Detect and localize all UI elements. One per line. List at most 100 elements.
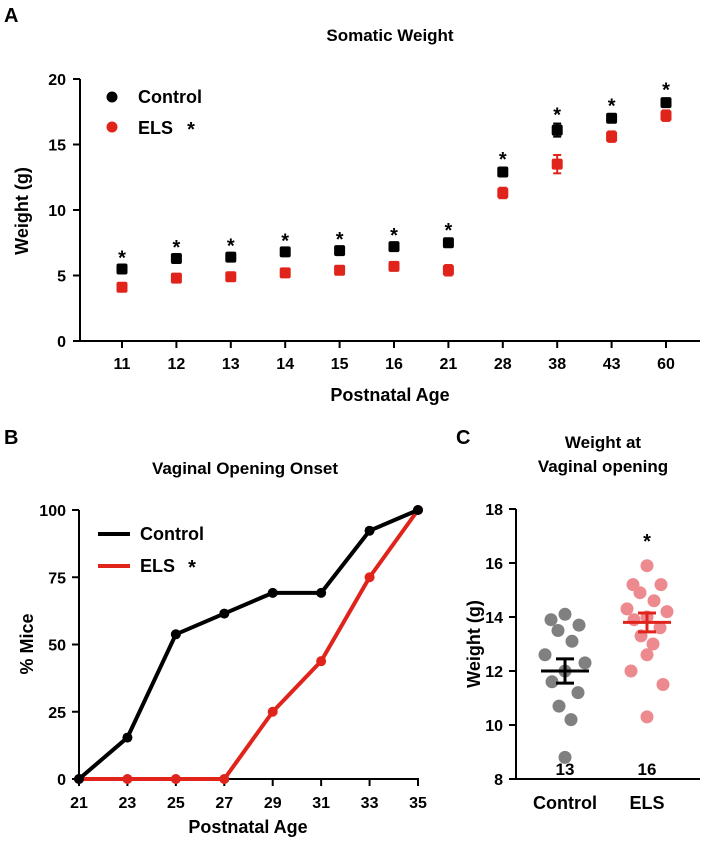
chart-c-els-n: 16 (638, 760, 657, 779)
chart-a-significance-star: * (118, 247, 126, 269)
chart-b-ylabel: % Mice (17, 613, 37, 674)
chart-a-control-point (116, 263, 128, 275)
chart-b-els-point (267, 706, 278, 717)
chart-a-significance-star: * (336, 229, 344, 251)
chart-c-title-line2: Vaginal opening (538, 457, 668, 476)
chart-a-xtick-label: 12 (168, 356, 186, 373)
panel-a: A Somatic Weight Weight (g) Postnatal Ag… (4, 5, 700, 405)
chart-a-control-point (660, 97, 672, 109)
chart-b-xtick-label: 27 (215, 795, 233, 812)
chart-a-els-point (279, 267, 291, 279)
chart-b-title: Vaginal Opening Onset (152, 459, 338, 478)
chart-a-ytick-label: 20 (48, 72, 66, 89)
chart-b-xtick-label: 33 (361, 795, 379, 812)
legend-a-control-marker (106, 91, 118, 103)
legend-b-control-label: Control (140, 524, 204, 544)
chart-a-xtick-label: 60 (657, 356, 675, 373)
panel-b: B Vaginal Opening Onset % Mice Postnatal… (4, 427, 427, 837)
chart-c-els-point (646, 637, 660, 651)
chart-a-control-point (170, 252, 182, 264)
chart-a-els-point (551, 158, 563, 170)
chart-b-els-point (364, 572, 375, 583)
panel-c: C Weight at Vaginal opening Weight (g) 8… (456, 427, 700, 813)
chart-a-control-point (497, 166, 509, 178)
chart-b-control-point (413, 505, 423, 515)
chart-b-ytick-label: 75 (48, 570, 66, 587)
chart-c-ylabel: Weight (g) (464, 600, 484, 688)
chart-c-control-point (551, 624, 565, 637)
chart-c-els-point (647, 594, 661, 608)
chart-b-els-point (122, 774, 133, 784)
chart-a-significance-star: * (281, 230, 289, 252)
legend-a-els-marker (106, 121, 118, 133)
chart-a-els-point (442, 264, 454, 276)
chart-a-significance-star: * (227, 236, 235, 258)
chart-b-control-point (316, 587, 327, 598)
chart-c-els-point (640, 559, 654, 573)
legend-a-els-star: * (187, 119, 195, 141)
chart-a-xtick-label: 11 (114, 356, 131, 373)
chart-b-control-point (219, 608, 230, 619)
chart-b-control-point (267, 587, 278, 598)
chart-a-significance-star: * (445, 220, 453, 242)
chart-a-xtick-label: 16 (385, 356, 403, 373)
chart-b-xtick-label: 31 (312, 795, 330, 812)
chart-c-ytick-label: 18 (485, 502, 503, 519)
chart-a-xtick-label: 43 (603, 356, 621, 373)
chart-c-control-point (564, 713, 578, 727)
chart-a-xtick-label: 13 (222, 356, 240, 373)
chart-b-control-point (170, 629, 181, 640)
chart-c-xtick-label: Control (533, 793, 597, 813)
chart-a-els-point (170, 272, 182, 284)
chart-c-els-point (653, 621, 667, 635)
chart-a-xtick-label: 38 (548, 356, 566, 373)
chart-a-els-point (388, 260, 400, 272)
chart-a-ylabel: Weight (g) (12, 167, 32, 255)
chart-a-control-point (225, 251, 237, 263)
chart-c-els-point (654, 578, 668, 592)
chart-a-control-point (334, 245, 346, 257)
chart-b-control-point (122, 732, 133, 743)
chart-c-ytick-label: 14 (485, 610, 503, 627)
legend-b-els-label: ELS (140, 556, 175, 576)
chart-a-control-point (442, 237, 454, 249)
chart-b-ytick-label: 0 (57, 772, 66, 789)
chart-c-els-point (627, 613, 641, 627)
chart-a-significance-star: * (173, 237, 181, 259)
chart-a-significance-star: * (499, 149, 507, 171)
chart-a-control-point (551, 124, 563, 136)
chart-c-els-point (640, 648, 654, 662)
chart-c-control-n: 13 (556, 760, 575, 779)
chart-a-control-point (279, 246, 291, 258)
chart-c-els-point (660, 605, 674, 619)
chart-c-ytick-label: 10 (485, 718, 503, 735)
chart-a-significance-star: * (662, 80, 670, 102)
chart-b-els-point (316, 656, 327, 667)
chart-c-control-point (544, 613, 558, 627)
chart-c-xtick-label: ELS (629, 793, 664, 813)
chart-a-els-point (334, 264, 346, 276)
chart-a-xlabel: Postnatal Age (330, 385, 449, 405)
chart-b-xtick-label: 29 (264, 795, 282, 812)
chart-a-ytick-label: 15 (48, 138, 66, 155)
chart-c-ytick-label: 12 (485, 664, 503, 681)
panel-label-b: B (4, 427, 18, 449)
legend-b-els-star: * (188, 557, 196, 579)
chart-b-els-point (170, 774, 181, 784)
chart-c-ytick-label: 16 (485, 556, 503, 573)
chart-c-els-point (640, 710, 654, 724)
chart-c-control-point (572, 618, 586, 632)
chart-b-xtick-label: 23 (119, 795, 137, 812)
legend-a-control-label: Control (138, 87, 202, 107)
chart-c-control-point (578, 656, 592, 670)
chart-a-significance-star: * (553, 105, 561, 127)
chart-c-significance-star: * (643, 531, 651, 553)
chart-a-title: Somatic Weight (326, 26, 454, 45)
chart-c-els-point (633, 586, 647, 600)
chart-a-control-point (606, 112, 618, 124)
chart-c-title-line1: Weight at (565, 433, 642, 452)
chart-b-control-point (74, 774, 84, 784)
chart-a-significance-star: * (608, 95, 616, 117)
chart-a-ytick-label: 5 (57, 269, 66, 286)
chart-a-els-point (116, 281, 128, 293)
